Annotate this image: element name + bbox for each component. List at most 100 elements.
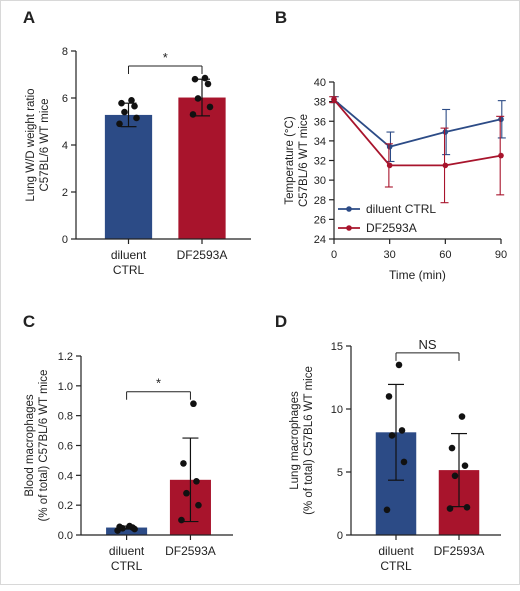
data-point bbox=[201, 74, 209, 82]
data-point bbox=[189, 111, 197, 118]
data-point bbox=[398, 427, 406, 434]
y-axis-label: Lung macrophages (% of total) C57BL6 WT m… bbox=[289, 366, 315, 515]
y-tick-label: 2 bbox=[62, 187, 68, 199]
y-tick-label: 1.0 bbox=[58, 381, 73, 393]
x-category-label: DF2593A bbox=[434, 544, 485, 558]
x-tick-label: 30 bbox=[384, 249, 396, 261]
y-axis-label: Lung W/D weight ratio C57BL/6 WT mice bbox=[25, 88, 51, 201]
y-axis-label-line: (% of total) C57BL/6 WT mice bbox=[38, 370, 50, 522]
panel-label: B bbox=[275, 8, 287, 27]
x-category-label: CTRL bbox=[113, 263, 145, 277]
legend-swatch-marker bbox=[346, 206, 352, 212]
y-tick-label: 38 bbox=[314, 97, 326, 109]
y-tick-label: 30 bbox=[314, 175, 326, 187]
data-point bbox=[206, 103, 214, 111]
data-point bbox=[126, 522, 133, 530]
y-tick-label: 0.0 bbox=[58, 530, 73, 542]
data-point bbox=[193, 478, 200, 485]
y-tick-label: 34 bbox=[314, 136, 326, 148]
x-category-label: DF2593A bbox=[177, 248, 228, 262]
x-category-label: diluent bbox=[111, 248, 147, 262]
panel-label: C bbox=[23, 312, 35, 331]
x-category-label: CTRL bbox=[380, 559, 412, 573]
bar bbox=[178, 97, 226, 239]
x-axis-label: Time (min) bbox=[389, 268, 446, 282]
legend-label: DF2593A bbox=[366, 221, 417, 235]
significance-label: * bbox=[163, 50, 168, 65]
y-tick-label: 24 bbox=[314, 234, 326, 246]
x-category-label: DF2593A bbox=[165, 544, 216, 558]
data-point bbox=[180, 460, 187, 467]
data-point bbox=[128, 97, 135, 104]
data-point bbox=[191, 75, 199, 83]
y-tick-label: 0.8 bbox=[58, 411, 73, 423]
data-point bbox=[190, 400, 197, 408]
data-point bbox=[194, 95, 202, 102]
data-point bbox=[121, 108, 128, 116]
data-point bbox=[463, 503, 471, 511]
y-axis-label-line: Lung macrophages bbox=[289, 391, 301, 490]
data-point bbox=[183, 489, 190, 497]
series-marker bbox=[386, 162, 393, 169]
y-axis-label: Temperature (°C) C57BL/6 WT mice bbox=[284, 114, 310, 207]
series-marker bbox=[498, 116, 504, 123]
y-axis-label: Blood macrophages (% of total) C57BL/6 WT… bbox=[24, 370, 50, 522]
legend-label: diluent CTRL bbox=[366, 202, 436, 216]
x-category-label: CTRL bbox=[111, 559, 143, 573]
data-point bbox=[178, 516, 185, 524]
data-point bbox=[116, 523, 123, 531]
y-axis-label-line: C57BL/6 WT mice bbox=[298, 114, 310, 207]
data-point bbox=[395, 361, 403, 369]
data-point bbox=[385, 393, 393, 400]
significance-label: NS bbox=[418, 337, 436, 352]
panel-label: A bbox=[23, 8, 35, 27]
series-marker bbox=[498, 152, 504, 159]
y-axis-label-line: Temperature (°C) bbox=[284, 116, 296, 204]
bar bbox=[104, 114, 153, 239]
series-line bbox=[333, 98, 502, 148]
x-tick-label: 90 bbox=[495, 249, 507, 261]
data-point bbox=[448, 444, 456, 452]
legend-swatch-marker bbox=[346, 225, 352, 231]
y-tick-label: 28 bbox=[314, 195, 326, 207]
y-tick-label: 10 bbox=[331, 404, 343, 416]
y-tick-label: 40 bbox=[314, 77, 326, 89]
y-tick-label: 32 bbox=[314, 156, 326, 168]
y-tick-label: 15 bbox=[331, 341, 343, 353]
x-category-label: diluent bbox=[378, 544, 414, 558]
data-point bbox=[195, 501, 202, 509]
data-point bbox=[446, 505, 454, 512]
series-marker bbox=[442, 129, 449, 135]
y-tick-label: 0.4 bbox=[58, 470, 73, 482]
data-point bbox=[133, 114, 140, 122]
y-axis-label-line: C57BL/6 WT mice bbox=[39, 98, 51, 191]
y-tick-label: 26 bbox=[314, 214, 326, 226]
data-point bbox=[131, 102, 138, 110]
data-point bbox=[388, 432, 396, 439]
series-marker bbox=[386, 143, 393, 150]
x-tick-label: 60 bbox=[439, 249, 451, 261]
y-tick-label: 4 bbox=[62, 140, 68, 152]
y-tick-label: 8 bbox=[62, 46, 68, 58]
x-category-label: diluent bbox=[109, 544, 145, 558]
data-point bbox=[451, 472, 459, 480]
y-tick-label: 0 bbox=[337, 530, 343, 542]
y-axis-label-line: Lung W/D weight ratio bbox=[25, 88, 37, 201]
series-marker bbox=[442, 162, 449, 169]
y-axis-label-line: Blood macrophages bbox=[24, 394, 36, 497]
y-tick-label: 6 bbox=[62, 93, 68, 105]
y-tick-label: 5 bbox=[337, 467, 343, 479]
bar bbox=[106, 527, 148, 535]
series-marker bbox=[331, 96, 337, 103]
data-point bbox=[204, 80, 212, 88]
y-tick-label: 1.2 bbox=[58, 351, 73, 363]
data-point bbox=[400, 458, 408, 466]
y-tick-label: 0.2 bbox=[58, 500, 73, 512]
data-point bbox=[118, 99, 125, 107]
x-tick-label: 0 bbox=[331, 249, 337, 261]
y-tick-label: 0.6 bbox=[58, 441, 73, 453]
panel-label: D bbox=[275, 312, 287, 331]
y-axis-label-line: (% of total) C57BL6 WT mice bbox=[303, 366, 315, 515]
